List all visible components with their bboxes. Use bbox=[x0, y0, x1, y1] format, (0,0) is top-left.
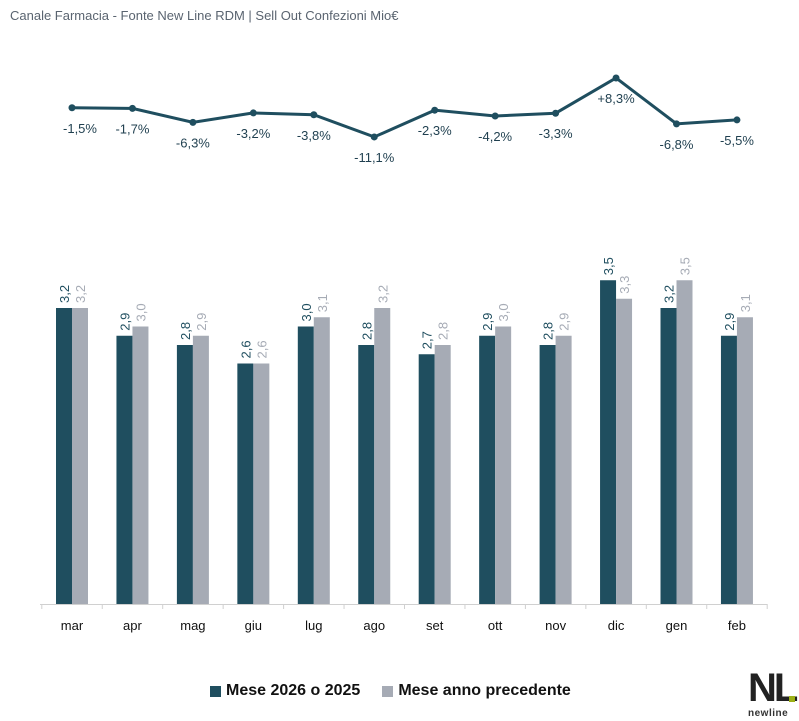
legend-item-current: Mese 2026 o 2025 bbox=[210, 682, 360, 700]
bar-current-mar bbox=[56, 308, 72, 604]
bar-previous-giu bbox=[253, 363, 270, 604]
bar-label: 2,9 bbox=[117, 313, 132, 331]
bar-label: 3,2 bbox=[73, 285, 88, 303]
bar-current-gen bbox=[660, 308, 677, 604]
growth-label: -5,5% bbox=[720, 133, 754, 148]
bar-previous-nov bbox=[555, 335, 572, 604]
bar-previous-dic bbox=[616, 298, 633, 604]
growth-label: -1,5% bbox=[63, 121, 97, 136]
x-tick-label: feb bbox=[728, 618, 746, 633]
bar-label: 3,2 bbox=[662, 285, 677, 303]
bar-previous-mar bbox=[72, 308, 88, 604]
legend-swatch bbox=[382, 685, 394, 697]
bar-label: 2,8 bbox=[541, 322, 556, 340]
bar-current-mag bbox=[176, 345, 193, 604]
growth-label: -1,7% bbox=[115, 121, 149, 136]
bar-label: 3,5 bbox=[678, 257, 693, 275]
bar-previous-gen bbox=[676, 280, 693, 604]
bar-previous-feb bbox=[736, 317, 753, 604]
x-tick-label: dic bbox=[608, 618, 625, 633]
growth-label: -4,2% bbox=[478, 129, 512, 144]
x-tick-label: set bbox=[426, 618, 444, 633]
bar-label: 2,7 bbox=[420, 331, 435, 349]
bar-label: 2,9 bbox=[194, 313, 209, 331]
bar-label: 2,6 bbox=[254, 340, 269, 358]
bar-previous-lug bbox=[313, 317, 330, 604]
bar-label: 2,9 bbox=[480, 313, 495, 331]
growth-point-ago bbox=[370, 133, 378, 141]
legend-label: Mese 2026 o 2025 bbox=[226, 682, 361, 699]
growth-point-set bbox=[431, 106, 439, 114]
bar-current-ago bbox=[358, 345, 375, 604]
x-tick-label: lug bbox=[305, 618, 322, 633]
growth-label: -3,8% bbox=[297, 128, 331, 143]
bar-current-dic bbox=[600, 280, 617, 604]
growth-line bbox=[71, 76, 738, 139]
bar-label: 3,1 bbox=[738, 294, 753, 312]
bar-previous-ott bbox=[495, 326, 512, 604]
bar-current-nov bbox=[539, 345, 556, 604]
legend-item-previous: Mese anno precedente bbox=[382, 682, 571, 700]
bar-label: 3,3 bbox=[617, 276, 632, 294]
growth-point-mar bbox=[68, 104, 76, 112]
growth-point-mag bbox=[189, 118, 197, 126]
bar-label: 2,8 bbox=[178, 322, 193, 340]
legend: Mese 2026 o 2025 Mese anno precedente bbox=[210, 682, 571, 700]
x-tick-label: apr bbox=[123, 618, 142, 633]
growth-label: +8,3% bbox=[597, 91, 635, 106]
x-tick-label: nov bbox=[545, 618, 566, 633]
growth-point-lug bbox=[310, 111, 318, 119]
bar-current-lug bbox=[297, 326, 314, 604]
bar-previous-mag bbox=[192, 335, 209, 604]
growth-label: -2,3% bbox=[418, 123, 452, 138]
bar-current-giu bbox=[237, 363, 254, 604]
newline-logo: NL newline bbox=[748, 666, 798, 719]
bar-label: 2,9 bbox=[722, 313, 737, 331]
bar-label: 3,1 bbox=[315, 294, 330, 312]
bar-label: 3,5 bbox=[601, 257, 616, 275]
growth-point-apr bbox=[128, 104, 136, 112]
x-tick-label: mar bbox=[61, 618, 84, 633]
growth-label: -6,8% bbox=[660, 137, 694, 152]
bar-label: 3,0 bbox=[496, 303, 511, 321]
x-tick-label: mag bbox=[180, 618, 205, 633]
bar-previous-set bbox=[434, 345, 451, 604]
bar-label: 3,0 bbox=[299, 303, 314, 321]
bar-previous-ago bbox=[374, 308, 391, 604]
growth-point-feb bbox=[733, 116, 741, 124]
bar-label: 3,2 bbox=[375, 285, 390, 303]
bar-previous-apr bbox=[132, 326, 149, 604]
growth-label: -3,3% bbox=[539, 126, 573, 141]
x-tick-label: gen bbox=[666, 618, 688, 633]
growth-label: -6,3% bbox=[176, 135, 210, 150]
bar-current-feb bbox=[720, 335, 737, 604]
x-tick-label: ott bbox=[488, 618, 503, 633]
growth-point-giu bbox=[249, 109, 257, 117]
bar-label: 3,2 bbox=[57, 285, 72, 303]
x-tick-label: ago bbox=[363, 618, 385, 633]
growth-point-nov bbox=[552, 109, 560, 117]
bar-label: 2,9 bbox=[557, 313, 572, 331]
chart-title: Canale Farmacia - Fonte New Line RDM | S… bbox=[10, 8, 399, 23]
growth-label: -3,2% bbox=[236, 126, 270, 141]
bar-current-set bbox=[418, 354, 435, 604]
bar-label: 2,8 bbox=[359, 322, 374, 340]
bar-label: 3,0 bbox=[133, 303, 148, 321]
bar-label: 2,6 bbox=[238, 340, 253, 358]
legend-label: Mese anno precedente bbox=[398, 682, 571, 699]
bar-label: 2,8 bbox=[436, 322, 451, 340]
growth-point-gen bbox=[673, 120, 680, 128]
growth-point-ott bbox=[491, 112, 499, 120]
x-tick-label: giu bbox=[245, 618, 262, 633]
growth-label: -11,1% bbox=[354, 150, 395, 165]
bar-current-ott bbox=[479, 335, 496, 604]
legend-swatch bbox=[210, 685, 221, 697]
bar-current-apr bbox=[116, 335, 133, 604]
growth-point-dic bbox=[612, 74, 620, 82]
